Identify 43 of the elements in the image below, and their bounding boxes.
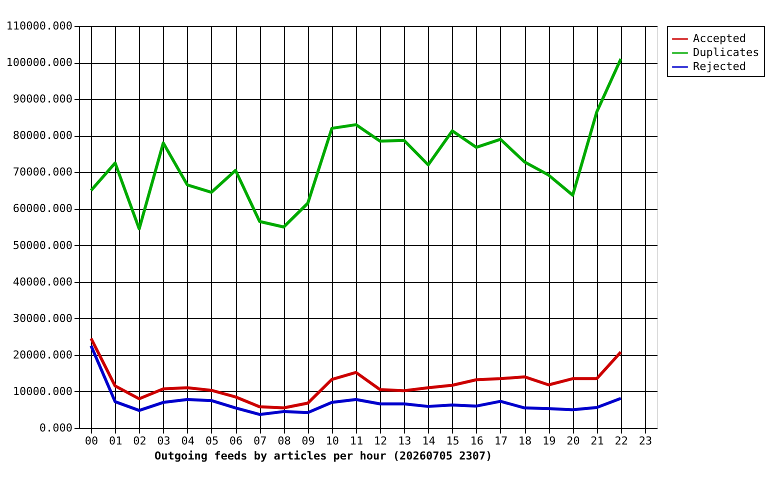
- x-tick-label: 19: [542, 434, 556, 448]
- x-axis-title: Outgoing feeds by articles per hour (20260705 2307): [154, 450, 492, 462]
- x-tick-label: 01: [109, 434, 122, 448]
- legend-label: Rejected: [693, 60, 746, 73]
- y-tick-label: 90000.000: [12, 92, 72, 106]
- x-tick-label: 12: [374, 434, 388, 448]
- x-tick-label: 08: [278, 434, 291, 448]
- y-tick-label: 20000.000: [12, 348, 72, 362]
- y-tick-label: 50000.000: [12, 238, 72, 252]
- x-tick-label: 11: [350, 434, 364, 448]
- x-tick-label: 00: [84, 434, 98, 448]
- y-tick-label: 110000.000: [6, 20, 72, 32]
- x-tick-label: 04: [181, 434, 195, 448]
- x-tick-label: 02: [133, 434, 146, 448]
- y-tick-label: 10000.000: [12, 384, 72, 398]
- x-tick-label: 06: [229, 434, 243, 448]
- x-tick-label: 20: [566, 434, 580, 448]
- line-series: [90, 57, 622, 230]
- y-tick-label: 60000.000: [12, 202, 72, 216]
- line-series: [90, 336, 622, 410]
- legend-label: Duplicates: [693, 46, 760, 59]
- x-tick-label: 16: [470, 434, 484, 448]
- x-tick-label: 23: [638, 434, 652, 448]
- y-tick-label: 40000.000: [12, 275, 72, 288]
- x-tick-label: 10: [326, 434, 339, 448]
- x-tick-label: 21: [590, 434, 604, 448]
- legend-label: Accepted: [693, 32, 746, 45]
- x-tick-label: 05: [205, 434, 219, 448]
- y-tick-label: 0.000: [39, 422, 72, 434]
- x-tick-label: 22: [614, 434, 628, 448]
- x-tick-label: 07: [254, 434, 267, 448]
- x-tick-label: 14: [422, 434, 436, 448]
- x-tick-label: 18: [518, 434, 532, 448]
- line-series: [90, 344, 622, 416]
- x-tick-label: 09: [302, 434, 315, 448]
- y-tick-label: 80000.000: [12, 129, 72, 142]
- y-tick-label: 30000.000: [12, 312, 72, 325]
- y-tick-label: 70000.000: [12, 166, 72, 179]
- x-tick-label: 13: [398, 434, 412, 448]
- x-tick-label: 03: [157, 434, 170, 448]
- y-tick-label: 100000.000: [6, 56, 72, 70]
- x-tick-label: 15: [446, 434, 460, 448]
- x-tick-label: 17: [494, 434, 508, 448]
